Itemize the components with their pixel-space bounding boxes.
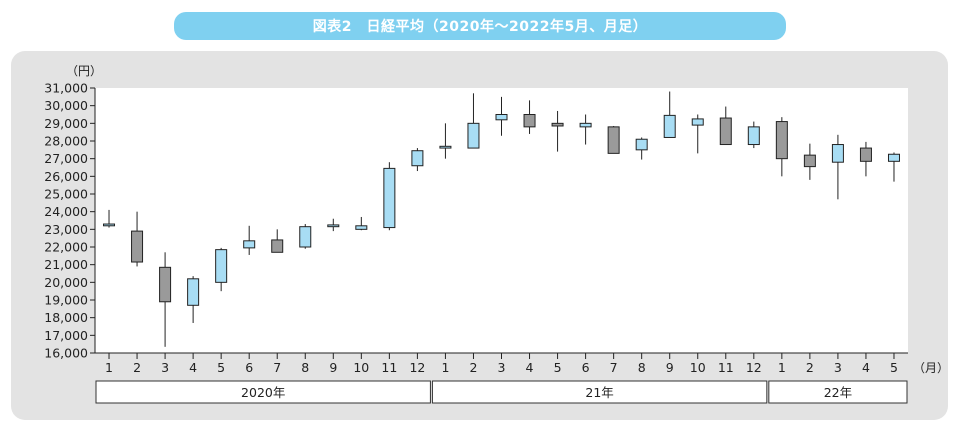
x-tick-label: 9 bbox=[329, 360, 337, 375]
x-tick-label: 1 bbox=[105, 360, 113, 375]
x-tick-label: 1 bbox=[778, 360, 786, 375]
candle-body-down bbox=[859, 147, 872, 162]
y-tick-label: 29,000 bbox=[44, 116, 88, 131]
candle-body-down bbox=[607, 126, 620, 154]
x-tick-label: 11 bbox=[718, 360, 734, 375]
candle-body-up bbox=[831, 144, 844, 163]
x-tick-label: 8 bbox=[301, 360, 309, 375]
y-tick-label: 17,000 bbox=[44, 328, 88, 343]
x-tick-label: 6 bbox=[245, 360, 253, 375]
x-tick-label: 6 bbox=[582, 360, 590, 375]
candle-body-down bbox=[719, 117, 732, 146]
candle-body-down bbox=[159, 266, 172, 303]
y-tick-label: 22,000 bbox=[44, 240, 88, 255]
x-tick-label: 3 bbox=[498, 360, 506, 375]
candle-body-up bbox=[747, 126, 760, 146]
candle-body-up bbox=[579, 122, 592, 128]
x-tick-label: 12 bbox=[409, 360, 425, 375]
x-tick-label: 2 bbox=[133, 360, 141, 375]
y-tick-label: 23,000 bbox=[44, 222, 88, 237]
candle-body-up bbox=[635, 138, 648, 151]
y-tick-label: 31,000 bbox=[44, 81, 88, 96]
candle-body-up bbox=[467, 122, 480, 149]
x-tick-label: 8 bbox=[638, 360, 646, 375]
candle-body-up bbox=[299, 226, 312, 248]
candle-body-down bbox=[775, 121, 788, 160]
year-group-box bbox=[95, 380, 431, 404]
candle-body-up bbox=[103, 223, 116, 227]
candle-body-up bbox=[495, 114, 508, 121]
x-tick-label: 10 bbox=[353, 360, 369, 375]
y-tick-label: 20,000 bbox=[44, 275, 88, 290]
candle-body-up bbox=[327, 224, 340, 228]
y-tick-label: 21,000 bbox=[44, 257, 88, 272]
x-tick-label: 4 bbox=[189, 360, 197, 375]
year-group-box bbox=[431, 380, 768, 404]
x-tick-label: 4 bbox=[526, 360, 534, 375]
candle-body-down bbox=[131, 230, 144, 263]
candle-body-down bbox=[523, 114, 536, 128]
y-tick-label: 24,000 bbox=[44, 204, 88, 219]
y-tick-label: 27,000 bbox=[44, 151, 88, 166]
x-tick-label: 9 bbox=[666, 360, 674, 375]
candle-body-down bbox=[271, 239, 284, 253]
x-tick-label: 4 bbox=[862, 360, 870, 375]
x-tick-label: 11 bbox=[381, 360, 397, 375]
y-tick-label: 26,000 bbox=[44, 169, 88, 184]
year-group-label: 2020年 bbox=[241, 385, 285, 400]
candle-body-up bbox=[439, 145, 452, 149]
y-axis-unit: （円） bbox=[66, 64, 102, 78]
x-tick-label: 7 bbox=[610, 360, 618, 375]
y-tick-label: 18,000 bbox=[44, 310, 88, 325]
candle-body-up bbox=[215, 249, 228, 283]
x-tick-label: 12 bbox=[746, 360, 762, 375]
year-group-box bbox=[768, 380, 908, 404]
x-tick-label: 2 bbox=[806, 360, 814, 375]
year-group-label: 22年 bbox=[824, 385, 852, 400]
candle-body-up bbox=[411, 150, 424, 167]
y-tick-label: 25,000 bbox=[44, 187, 88, 202]
y-tick-label: 30,000 bbox=[44, 98, 88, 113]
x-tick-label: 5 bbox=[890, 360, 898, 375]
y-tick-label: 28,000 bbox=[44, 134, 88, 149]
x-tick-label: 3 bbox=[161, 360, 169, 375]
x-tick-label: 2 bbox=[469, 360, 477, 375]
candle-body-up bbox=[663, 114, 676, 138]
y-tick-label: 19,000 bbox=[44, 293, 88, 308]
x-tick-label: 5 bbox=[554, 360, 562, 375]
x-axis-unit: （月） bbox=[913, 361, 949, 375]
year-group-label: 21年 bbox=[585, 385, 613, 400]
x-tick-label: 3 bbox=[834, 360, 842, 375]
x-tick-label: 5 bbox=[217, 360, 225, 375]
candle-body-up bbox=[887, 153, 900, 162]
candle-body-up bbox=[187, 278, 200, 306]
y-tick-label: 16,000 bbox=[44, 346, 88, 361]
candle-body-down bbox=[803, 154, 816, 168]
x-tick-label: 1 bbox=[441, 360, 449, 375]
candle-body-up bbox=[691, 118, 704, 126]
x-tick-label: 7 bbox=[273, 360, 281, 375]
candle-body-up bbox=[243, 240, 256, 249]
candle-body-up bbox=[383, 167, 396, 229]
candle-body-down bbox=[551, 122, 564, 127]
candle-body-up bbox=[355, 225, 368, 230]
x-tick-label: 10 bbox=[690, 360, 706, 375]
chart-title: 図表2 日経平均（2020年～2022年5月、月足） bbox=[174, 12, 786, 40]
